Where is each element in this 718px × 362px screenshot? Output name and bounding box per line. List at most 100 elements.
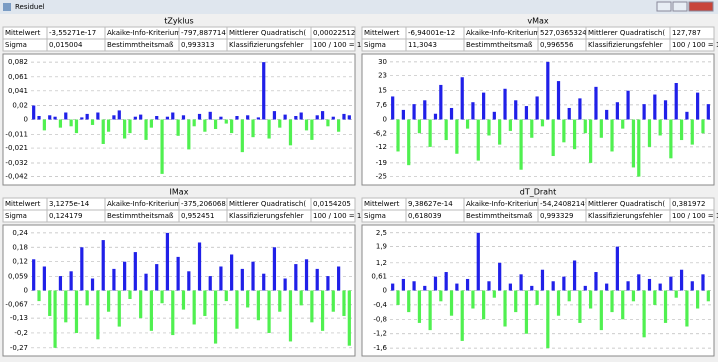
stats-text: 0,993329 (540, 212, 573, 220)
y-tick-label: -0,067 (5, 301, 28, 309)
y-tick-label: 30 (378, 58, 387, 66)
bar (524, 106, 529, 120)
bar (278, 290, 282, 312)
bar (48, 115, 52, 120)
bar (272, 111, 277, 120)
close-button[interactable] (688, 1, 714, 12)
bar (80, 117, 84, 120)
bar (187, 119, 191, 150)
bar (101, 119, 105, 144)
stats-text: 0,0154205 (313, 200, 351, 208)
bar (519, 274, 523, 291)
bar (246, 115, 250, 120)
bar (96, 112, 100, 120)
stats-text: 0,124179 (49, 212, 82, 220)
stats-text: Mittelwert (364, 200, 400, 208)
stats-text: Sigma (5, 41, 27, 49)
bar (112, 115, 116, 120)
stats-text: 11,3043 (408, 41, 437, 49)
bar (503, 290, 507, 327)
bar (117, 290, 121, 327)
stats-text: 100 / 100 = 1 (313, 212, 361, 220)
bar (64, 290, 68, 323)
y-tick-label: 15 (378, 87, 387, 95)
bar (562, 119, 566, 143)
bar (417, 119, 422, 134)
bar (589, 119, 593, 163)
stats-text: 0,996556 (540, 41, 574, 49)
bar (165, 232, 170, 291)
stats-text: Bestimmtheitsmaß (466, 212, 533, 220)
bar (310, 290, 314, 323)
bar (396, 290, 400, 305)
bar (197, 113, 202, 120)
bar (337, 119, 341, 132)
bar (299, 112, 303, 120)
bar (235, 116, 239, 120)
bar (326, 119, 330, 127)
bar (535, 96, 539, 120)
bar (213, 290, 218, 344)
bar (64, 112, 68, 120)
stats-text: Sigma (5, 212, 27, 220)
bar (213, 119, 218, 130)
bar (176, 256, 180, 291)
bar (653, 94, 657, 120)
bar (53, 290, 57, 348)
stats-text: Sigma (364, 41, 386, 49)
y-tick-label: 0,02 (12, 102, 28, 110)
bar (658, 119, 662, 136)
stats-text: Bestimmtheitsmaß (107, 212, 174, 220)
bar (74, 290, 79, 333)
bar (90, 278, 95, 291)
stats-text: Klassifizierungsfehler (229, 41, 304, 49)
bar (203, 290, 207, 316)
bar (139, 114, 143, 120)
bar (492, 111, 496, 120)
bar (106, 290, 111, 312)
bar (42, 266, 46, 291)
bar (246, 290, 250, 308)
bar (653, 290, 657, 305)
bar (224, 290, 228, 302)
bar (605, 109, 609, 120)
bar (171, 290, 175, 336)
bar (530, 119, 534, 138)
bar (149, 290, 153, 331)
bar (556, 81, 561, 120)
bar (433, 276, 438, 291)
y-tick-label: 0,041 (8, 87, 28, 95)
bar (165, 116, 170, 120)
bar (449, 107, 454, 120)
bar (631, 290, 636, 302)
bar (80, 247, 84, 291)
y-tick-label: 0,082 (8, 58, 28, 66)
panel-title: dT_Draht (520, 188, 557, 197)
stats-text: 127,787 (672, 29, 701, 37)
bar (637, 119, 641, 177)
bar (696, 290, 700, 309)
bar (428, 290, 432, 331)
bar (460, 77, 464, 120)
y-tick-label: 0 (383, 287, 387, 295)
bar (181, 115, 186, 120)
maximize-button[interactable] (672, 1, 688, 12)
bar (637, 274, 641, 291)
minimize-button[interactable] (656, 1, 672, 12)
stats-text: Klassifizierungsfehler (229, 212, 304, 220)
y-tick-label: 0 (383, 116, 387, 124)
stats-text: Akaike-Info-Kriterium (466, 200, 540, 208)
bar (32, 259, 36, 291)
title-bar (0, 0, 718, 14)
bar (663, 290, 668, 323)
bar (444, 272, 448, 291)
bar (642, 290, 646, 338)
bar (320, 290, 325, 331)
y-tick-label: 0,61 (371, 272, 387, 280)
bar (471, 290, 475, 309)
bar (540, 269, 545, 291)
stats-text: Bestimmtheitsmaß (107, 41, 174, 49)
bar (128, 119, 132, 134)
bar (262, 62, 266, 120)
